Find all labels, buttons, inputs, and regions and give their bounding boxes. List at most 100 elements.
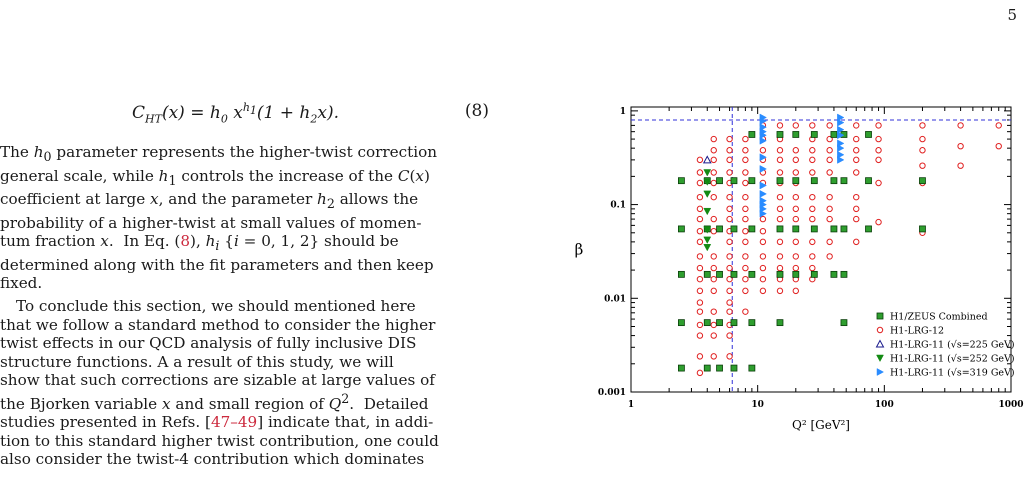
data-point <box>826 193 833 201</box>
data-point <box>837 131 845 140</box>
paragraph-line: To conclude this section, we should ment… <box>16 297 416 315</box>
data-point <box>792 122 799 129</box>
data-point <box>710 332 717 339</box>
data-point <box>865 131 872 138</box>
data-point <box>730 225 738 233</box>
data-point <box>809 205 816 213</box>
data-point <box>792 287 799 295</box>
data-point <box>696 321 704 329</box>
data-point <box>837 118 845 127</box>
data-point <box>742 169 749 176</box>
data-point <box>742 205 749 213</box>
data-point <box>710 156 717 164</box>
data-point <box>710 227 717 235</box>
data-point <box>826 156 833 164</box>
data-point <box>748 270 756 278</box>
data-point <box>792 147 799 154</box>
data-point <box>830 225 838 233</box>
data-point <box>759 136 767 145</box>
data-point <box>726 253 733 260</box>
data-point <box>919 162 926 169</box>
data-point <box>826 122 833 129</box>
data-point <box>759 123 767 132</box>
data-point <box>919 177 926 185</box>
data-point <box>809 122 816 129</box>
data-point <box>742 287 749 295</box>
data-point <box>726 205 733 213</box>
data-point <box>742 193 749 201</box>
data-point <box>776 238 784 246</box>
data-point <box>710 287 717 295</box>
data-point <box>696 156 704 164</box>
data-point <box>853 135 860 143</box>
data-point <box>742 308 749 315</box>
data-point <box>837 125 845 134</box>
data-point <box>742 253 749 260</box>
data-point <box>995 122 1002 129</box>
data-point <box>710 308 717 315</box>
data-point <box>726 156 733 164</box>
data-point <box>696 299 704 306</box>
data-point <box>696 205 704 213</box>
data-point <box>792 193 799 201</box>
data-point <box>742 215 749 223</box>
data-point <box>776 225 784 233</box>
data-point <box>716 270 723 278</box>
data-point <box>696 369 704 377</box>
data-point <box>703 207 712 216</box>
data-point <box>792 177 800 185</box>
paragraph-line: determined along with the fit parameters… <box>0 255 434 274</box>
paragraph-line: studies presented in Refs. [47–49] indic… <box>0 413 434 432</box>
data-point <box>726 169 733 176</box>
data-point <box>748 364 756 372</box>
data-point <box>826 215 833 223</box>
legend-label: H1-LRG-11 (√s=319 GeV) <box>890 368 1015 379</box>
data-point <box>776 169 784 176</box>
data-point <box>837 144 845 153</box>
data-point <box>792 238 799 246</box>
data-point <box>809 169 816 176</box>
x-tick-label: 1000 <box>998 400 1023 410</box>
data-point <box>710 135 717 143</box>
data-point <box>759 215 767 223</box>
data-point <box>809 264 816 272</box>
legend-label: H1/ZEUS Combined <box>890 312 988 323</box>
data-point <box>696 227 704 235</box>
legend-label: H1-LRG-11 (√s=252 GeV) <box>890 354 1015 365</box>
equation-reference-link[interactable]: 8 <box>180 232 191 251</box>
data-point <box>776 287 784 295</box>
data-point <box>696 332 704 339</box>
data-point <box>696 308 704 315</box>
data-point <box>716 364 723 372</box>
data-point <box>748 131 756 138</box>
text-column: CHT(x) = h0 xh1(1 + h2x). (8) The h0 par… <box>0 0 500 497</box>
paragraph-line: twist effects in our QCD analysis of ful… <box>0 334 417 352</box>
data-point <box>826 135 833 143</box>
data-point <box>875 147 882 154</box>
equation-body: CHT(x) = h0 xh1(1 + h2x). <box>132 101 339 126</box>
data-point <box>759 113 767 122</box>
citation-link[interactable]: 47–49 <box>210 413 258 432</box>
data-point <box>853 147 860 154</box>
paragraph-line: tion to this standard higher twist contr… <box>0 431 439 450</box>
data-point <box>696 264 704 272</box>
data-point <box>730 270 738 278</box>
paragraph-conclusion: To conclude this section, we should ment… <box>0 297 494 469</box>
y-tick-label: 0.001 <box>598 388 626 398</box>
data-point <box>710 215 717 223</box>
legend-marker <box>876 326 884 334</box>
data-point <box>759 238 767 246</box>
data-point <box>776 270 784 278</box>
data-point <box>809 215 816 223</box>
legend-marker <box>876 354 884 363</box>
data-point <box>759 147 767 154</box>
data-point <box>776 253 784 260</box>
data-point <box>826 253 833 260</box>
data-point <box>710 147 717 154</box>
paragraph-line: structure functions. A a result of this … <box>0 352 394 371</box>
data-point <box>810 177 818 185</box>
legend-marker <box>876 312 884 320</box>
data-point <box>792 270 800 278</box>
data-point <box>840 177 848 185</box>
data-point <box>742 179 749 187</box>
